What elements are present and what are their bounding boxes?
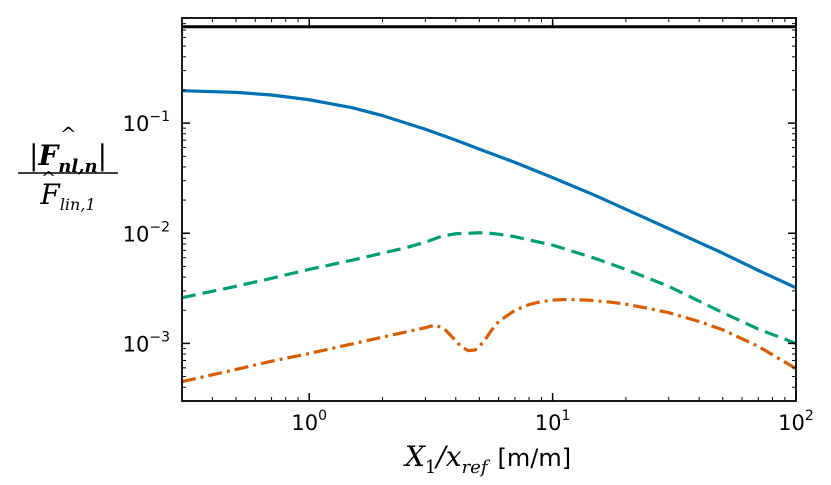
x-tick-label: 100 xyxy=(291,408,327,435)
x-tick-label: 102 xyxy=(778,408,814,435)
y-label-denominator: Flin,1 xyxy=(39,178,95,214)
y-tick-label: 10−3 xyxy=(123,329,170,356)
y-label-den-hat: ^ xyxy=(41,168,56,189)
y-label-numerator: |Fnl,n| xyxy=(29,139,107,177)
y-label-den-math: F xyxy=(39,178,61,211)
plot-frame xyxy=(181,17,797,402)
y-tick-label: 10−1 xyxy=(123,109,170,136)
x-axis-label-math: X xyxy=(403,440,426,473)
y-label-num-sub: nl,n xyxy=(58,156,97,177)
series-line-4 xyxy=(182,297,796,384)
y-label-num-hat: ^ xyxy=(60,122,77,146)
x-axis-label-units: [m/m] xyxy=(497,444,571,472)
x-tick-label: 101 xyxy=(535,408,571,435)
x-axis-label-slash-sub: ref xyxy=(462,457,491,478)
series-layer xyxy=(182,25,796,384)
y-label-num-math: F xyxy=(37,139,60,172)
series-line-2 xyxy=(182,89,796,290)
series-line-3 xyxy=(182,231,796,345)
y-label-den-sub: lin,1 xyxy=(60,195,96,214)
x-axis-label: X1/xref [m/m] xyxy=(403,440,571,478)
y-tick-label: 10−2 xyxy=(123,219,170,246)
x-axis-label-slash: /x xyxy=(433,440,461,473)
x-axis-label-sub: 1 xyxy=(425,457,436,478)
y-tick-labels: 10−1 10−2 10−3 xyxy=(123,109,170,356)
x-tick-labels: 100 101 102 xyxy=(291,408,813,435)
y-axis-label: |Fnl,n| ^ Flin,1 ^ xyxy=(18,122,118,214)
plot-area xyxy=(182,18,796,401)
